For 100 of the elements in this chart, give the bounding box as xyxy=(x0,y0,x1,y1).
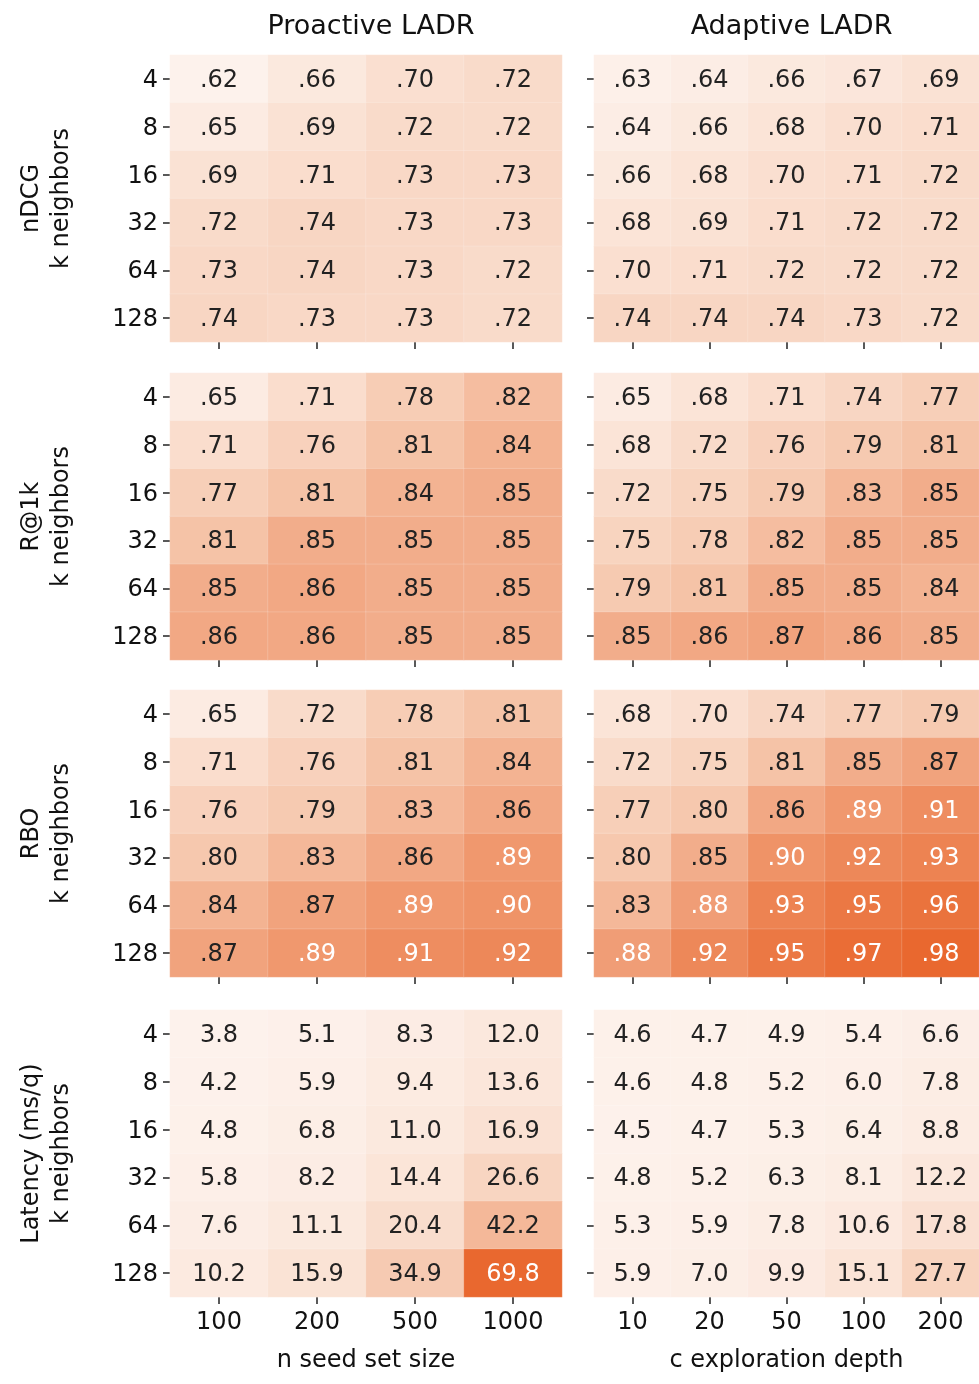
data-label: .90 xyxy=(767,843,806,872)
data-label: .68 xyxy=(767,112,806,141)
data-label: .76 xyxy=(297,747,337,776)
data-label: .79 xyxy=(921,699,960,728)
data-label: 4.5 xyxy=(613,1115,652,1144)
data-label: .66 xyxy=(690,112,729,141)
data-label: .68 xyxy=(613,430,652,459)
data-label: .73 xyxy=(199,256,239,285)
data-label: .74 xyxy=(297,256,337,285)
data-label: .72 xyxy=(613,478,652,507)
y-tick-label: 64 xyxy=(127,574,158,603)
data-label: .73 xyxy=(493,160,533,189)
data-label: .72 xyxy=(921,208,960,237)
data-label: .92 xyxy=(844,843,883,872)
data-label: .96 xyxy=(921,891,960,920)
data-label: .71 xyxy=(297,160,337,189)
data-label: 42.2 xyxy=(486,1211,540,1240)
data-label: 5.3 xyxy=(767,1115,806,1144)
y-tick-label: 128 xyxy=(112,939,158,968)
data-label: .72 xyxy=(613,747,652,776)
data-label: .79 xyxy=(767,478,806,507)
data-label: .89 xyxy=(297,939,337,968)
data-label: .86 xyxy=(493,795,533,824)
data-label: .62 xyxy=(199,64,239,93)
data-label: .72 xyxy=(297,699,337,728)
data-label: 4.7 xyxy=(690,1115,729,1144)
data-label: .72 xyxy=(767,256,806,285)
data-label: .76 xyxy=(297,430,337,459)
data-label: .85 xyxy=(921,526,960,555)
x-tick-label: 50 xyxy=(771,1307,802,1335)
data-label: .65 xyxy=(613,382,652,411)
y-axis-title: Latency (ms/q) k neighbors xyxy=(16,1063,74,1244)
data-label: 8.8 xyxy=(921,1115,960,1144)
data-label: .84 xyxy=(921,574,960,603)
data-label: .71 xyxy=(921,112,960,141)
y-tick-label: 64 xyxy=(127,1211,158,1240)
data-label: .85 xyxy=(395,574,435,603)
data-label: .72 xyxy=(690,430,729,459)
data-label: .66 xyxy=(297,64,337,93)
data-label: .75 xyxy=(690,478,729,507)
data-label: .85 xyxy=(690,843,729,872)
data-label: 12.0 xyxy=(486,1019,540,1048)
data-label: .63 xyxy=(613,64,652,93)
data-label: .89 xyxy=(493,843,533,872)
data-label: .86 xyxy=(297,574,337,603)
data-label: 10.2 xyxy=(192,1259,246,1288)
data-label: .85 xyxy=(844,526,883,555)
data-label: .85 xyxy=(844,574,883,603)
data-label: 5.2 xyxy=(767,1067,806,1096)
data-label: .81 xyxy=(199,526,239,555)
data-label: .72 xyxy=(921,160,960,189)
x-tick-label: 10 xyxy=(617,1307,648,1335)
data-label: .71 xyxy=(767,382,806,411)
data-label: .64 xyxy=(613,112,652,141)
data-label: 15.1 xyxy=(836,1259,891,1288)
data-label: .78 xyxy=(690,526,729,555)
data-label: .73 xyxy=(395,160,435,189)
data-label: 11.0 xyxy=(388,1115,442,1144)
data-label: .67 xyxy=(844,64,883,93)
data-label: .74 xyxy=(613,304,652,333)
data-label: .84 xyxy=(395,478,435,507)
data-label: 27.7 xyxy=(913,1259,968,1288)
data-label: .85 xyxy=(921,478,960,507)
data-label: .72 xyxy=(844,256,883,285)
x-tick-label: 1000 xyxy=(482,1307,544,1335)
data-label: .75 xyxy=(613,526,652,555)
data-label: .85 xyxy=(767,574,806,603)
x-axis-title: c exploration depth xyxy=(669,1345,904,1373)
data-label: .88 xyxy=(690,891,729,920)
data-label: .95 xyxy=(767,939,806,968)
y-tick-label: 32 xyxy=(127,1163,158,1192)
data-label: 17.8 xyxy=(913,1211,968,1240)
y-tick-label: 8 xyxy=(142,112,158,141)
data-label: 5.1 xyxy=(297,1019,337,1048)
data-label: .97 xyxy=(844,939,883,968)
data-label: 20.4 xyxy=(388,1211,442,1240)
data-label: .76 xyxy=(767,430,806,459)
x-tick-label: 100 xyxy=(840,1307,887,1335)
y-tick-label: 8 xyxy=(142,1067,158,1096)
data-label: .85 xyxy=(199,574,239,603)
data-label: .88 xyxy=(613,939,652,968)
data-label: .70 xyxy=(613,256,652,285)
data-label: .69 xyxy=(297,112,337,141)
data-label: .71 xyxy=(297,382,337,411)
data-label: .84 xyxy=(493,430,533,459)
data-label: 5.8 xyxy=(199,1163,239,1192)
data-label: .66 xyxy=(767,64,806,93)
data-label: .72 xyxy=(844,208,883,237)
data-label: .86 xyxy=(767,795,806,824)
data-label: .85 xyxy=(493,526,533,555)
data-label: 11.1 xyxy=(290,1211,344,1240)
data-label: .72 xyxy=(921,256,960,285)
data-label: .85 xyxy=(493,622,533,651)
data-label: 9.4 xyxy=(395,1067,435,1096)
x-tick-label: 200 xyxy=(917,1307,964,1335)
data-label: 8.1 xyxy=(844,1163,883,1192)
data-label: .89 xyxy=(395,891,435,920)
data-label: .95 xyxy=(844,891,883,920)
y-tick-label: 16 xyxy=(127,478,158,507)
data-label: .78 xyxy=(395,699,435,728)
